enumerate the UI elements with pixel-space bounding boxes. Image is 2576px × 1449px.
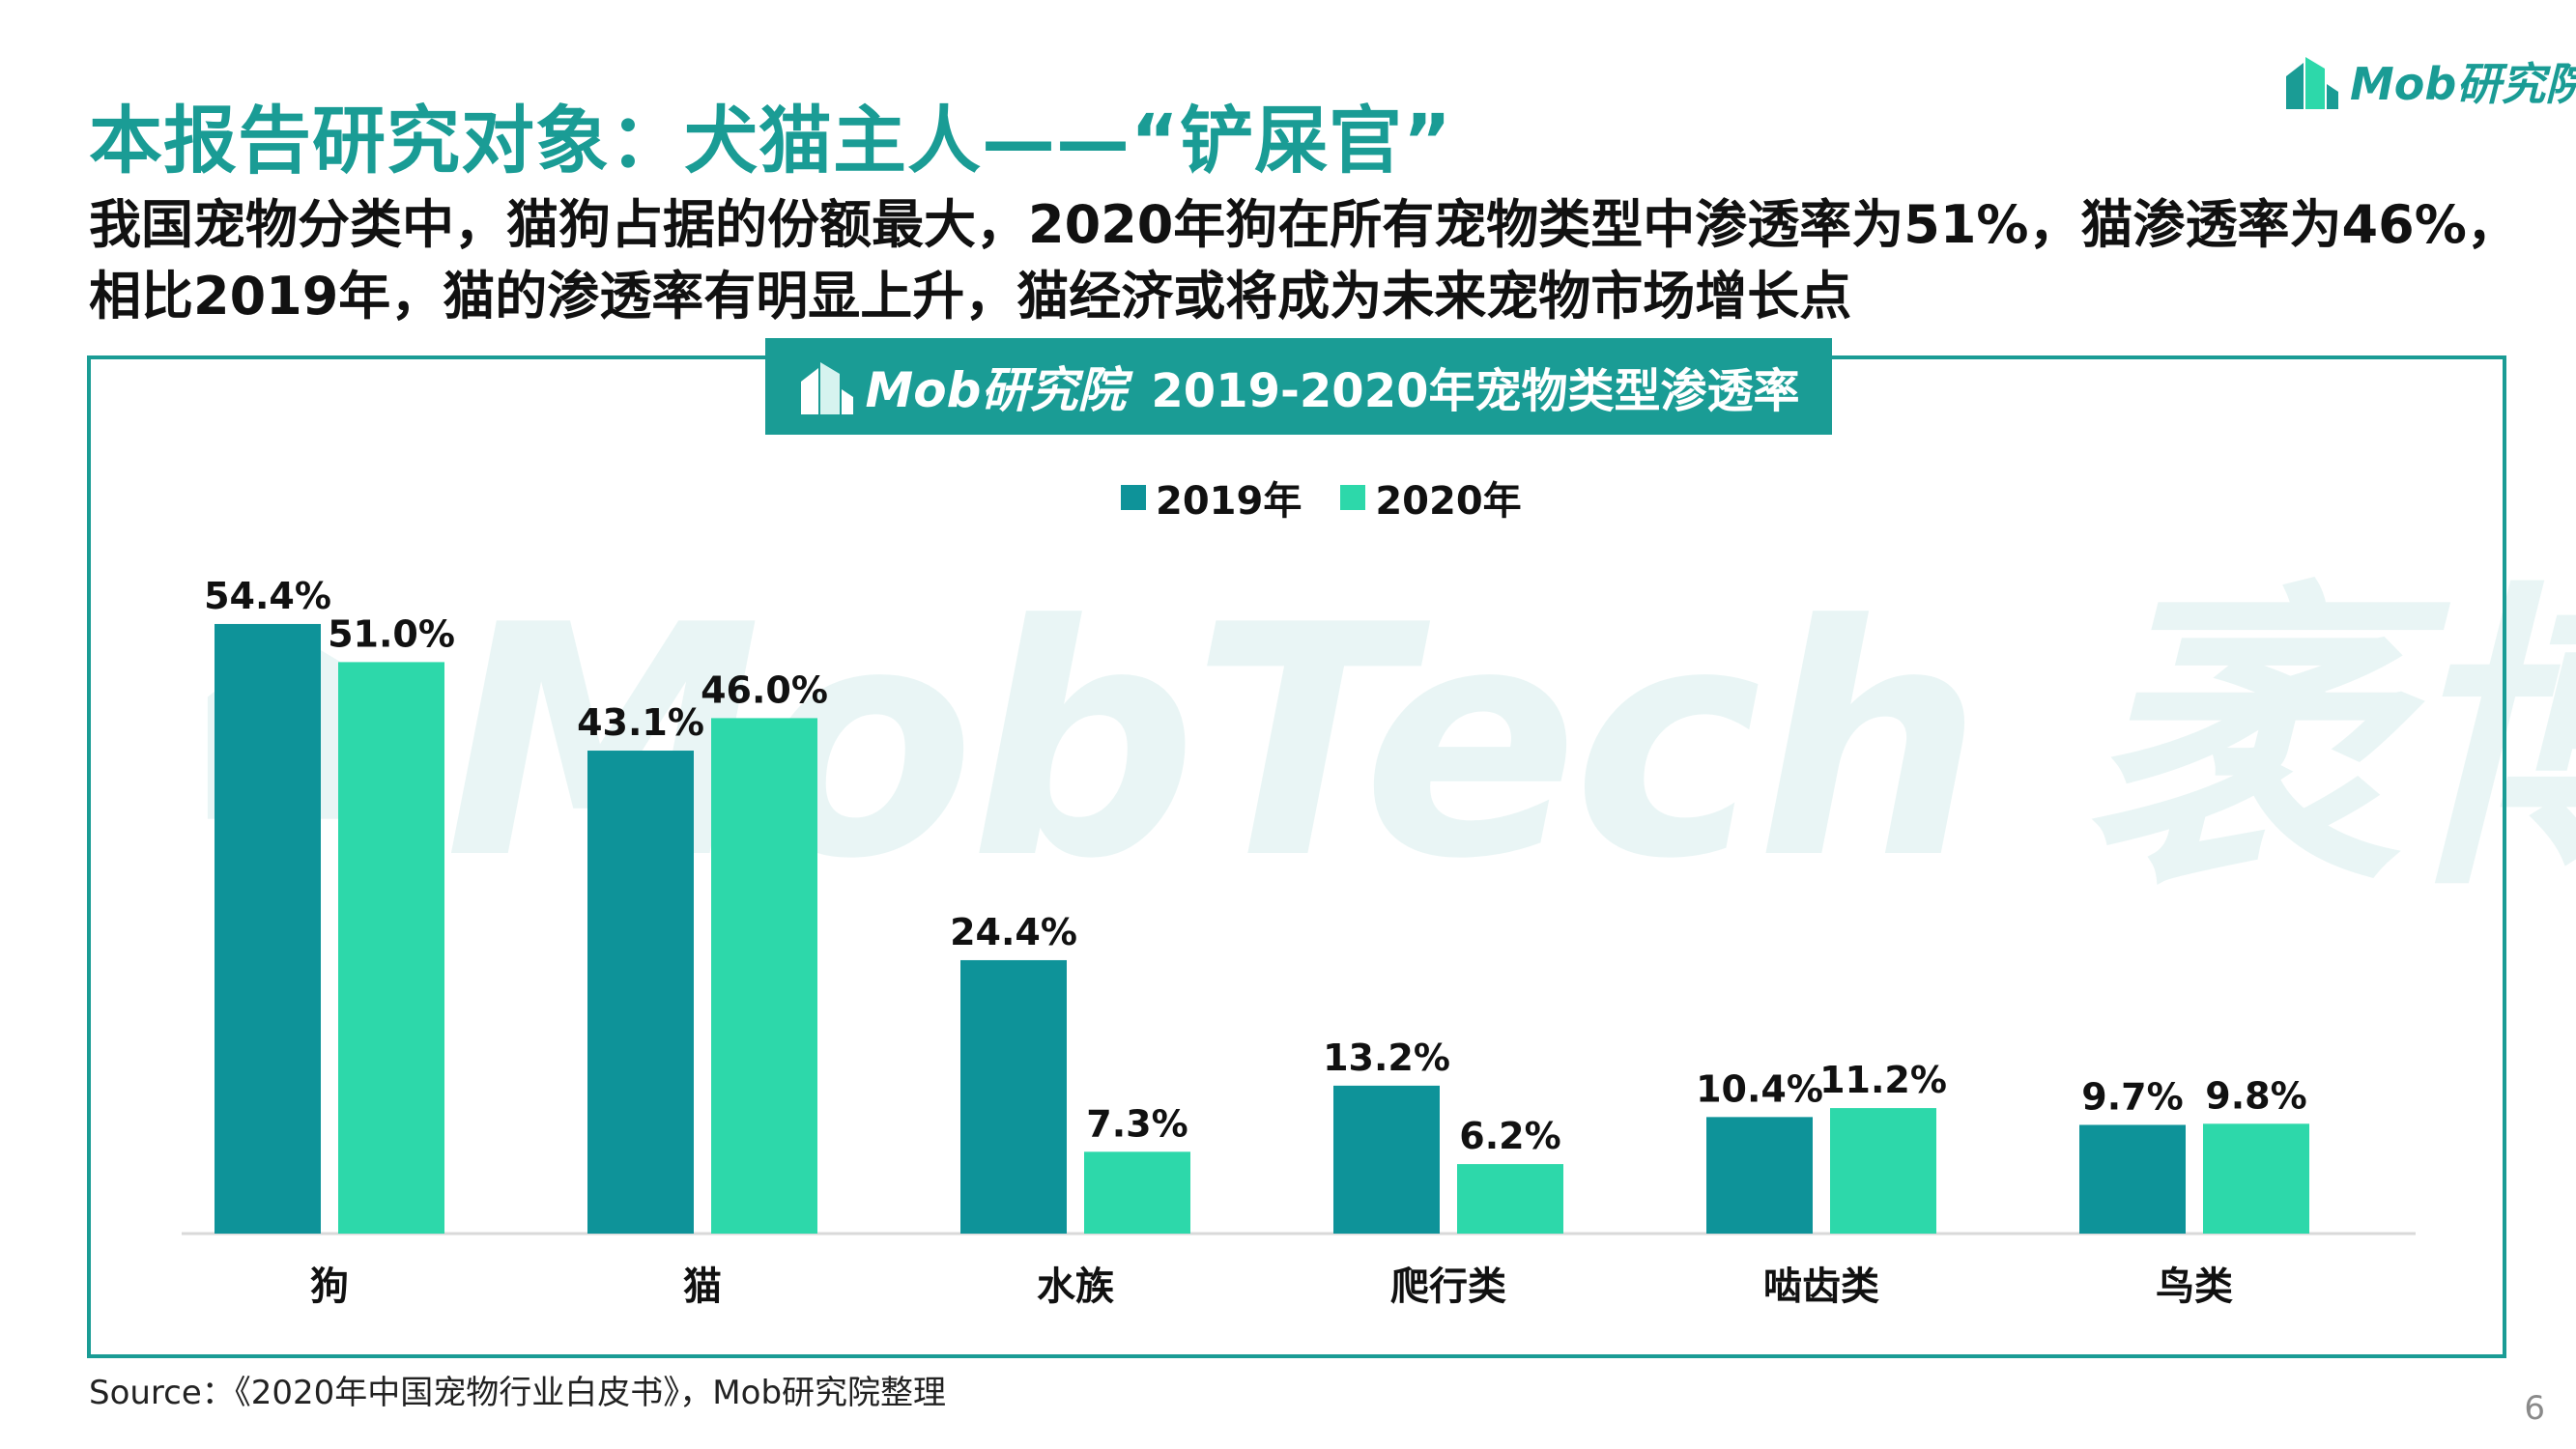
category-label: 水族	[1037, 1264, 1114, 1309]
banner-brand: Mob研究院	[797, 352, 1126, 421]
bar-2019-2	[960, 959, 1067, 1234]
legend-item-2020: 2020年	[1340, 469, 1522, 526]
data-label: 9.8%	[2205, 1074, 2306, 1117]
data-label: 9.7%	[2081, 1075, 2183, 1118]
legend-swatch-2019	[1121, 485, 1146, 510]
legend-label-2020: 2020年	[1375, 479, 1522, 524]
bar-2019-1	[587, 751, 694, 1234]
category-label: 鸟类	[2156, 1264, 2233, 1309]
chart-title: 2019-2020年宠物类型渗透率	[1151, 364, 1800, 418]
building-logo-icon	[801, 362, 854, 414]
bar-2020-3	[1457, 1164, 1563, 1234]
bar-2020-2	[1084, 1151, 1190, 1234]
legend-label-2019: 2019年	[1156, 479, 1302, 524]
bar-2019-5	[2079, 1124, 2186, 1234]
bar-2019-0	[215, 623, 321, 1234]
banner-brand-text: Mob研究院	[865, 362, 1127, 418]
data-label: 54.4%	[204, 575, 331, 617]
data-label: 43.1%	[577, 701, 704, 744]
page-number: 6	[2524, 1389, 2545, 1428]
page-title: 本报告研究对象：犬猫主人——“铲屎官”	[89, 98, 1452, 184]
category-label: 狗	[310, 1264, 349, 1309]
bar-2019-3	[1333, 1085, 1440, 1234]
data-label: 51.0%	[328, 612, 455, 655]
brand-logo: Mob研究院	[2282, 44, 2576, 118]
data-label: 11.2%	[1819, 1059, 1947, 1101]
bar-2020-4	[1830, 1108, 1936, 1234]
category-label: 爬行类	[1390, 1264, 1506, 1309]
subtitle-line: 相比2019年，猫的渗透率有明显上升，猫经济或将成为未来宠物市场增长点	[89, 266, 1852, 327]
bar-2019-4	[1706, 1117, 1813, 1234]
chart-title-banner: Mob研究院 2019-2020年宠物类型渗透率	[765, 338, 1832, 435]
bar-2020-5	[2203, 1123, 2309, 1234]
building-logo-icon	[2286, 57, 2338, 109]
data-label: 46.0%	[701, 668, 828, 711]
brand-logo-text: Mob研究院	[2350, 58, 2576, 110]
category-label: 啮齿类	[1763, 1264, 1879, 1309]
legend-swatch-2020	[1340, 485, 1366, 510]
source-note: Source：《2020年中国宠物行业白皮书》，Mob研究院整理	[89, 1374, 947, 1412]
legend-item-2019: 2019年	[1121, 469, 1302, 526]
subtitle: 我国宠物分类中，猫狗占据的份额最大，2020年狗在所有宠物类型中渗透率为51%，…	[89, 189, 2543, 332]
data-label: 10.4%	[1696, 1067, 1823, 1110]
data-label: 24.4%	[950, 911, 1077, 953]
data-label: 13.2%	[1323, 1037, 1450, 1079]
data-label: 7.3%	[1086, 1102, 1188, 1145]
chart-legend: 2019年 2020年	[1121, 473, 1522, 524]
data-label: 6.2%	[1459, 1115, 1560, 1157]
bar-2020-1	[711, 718, 817, 1234]
bar-2020-0	[338, 662, 444, 1234]
subtitle-line: 我国宠物分类中，猫狗占据的份额最大，2020年狗在所有宠物类型中渗透率为51%，…	[89, 194, 2519, 255]
category-label: 猫	[683, 1264, 722, 1309]
